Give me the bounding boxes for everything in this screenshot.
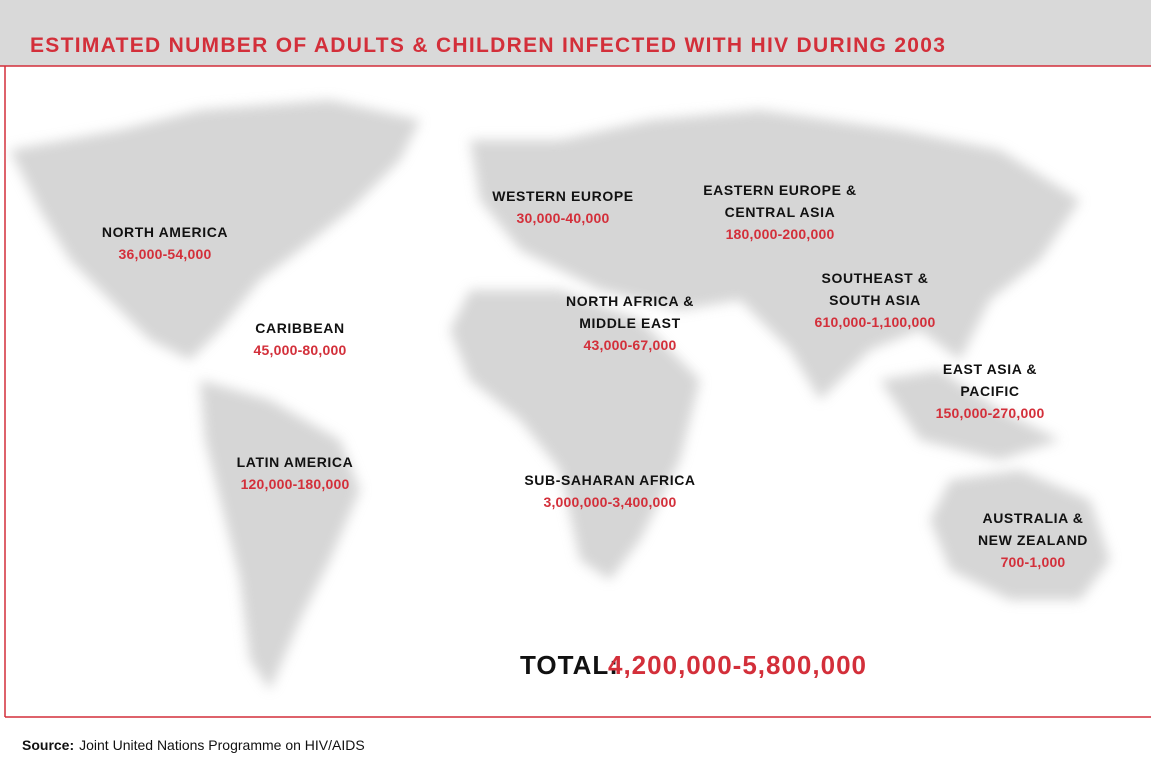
region-range: 150,000-270,000 [936,405,1045,421]
total-value: 4,200,000-5,800,000 [608,650,867,680]
region-range: 45,000-80,000 [254,342,347,358]
region-name: NEW ZEALAND [978,532,1088,548]
region-range: 36,000-54,000 [119,246,212,262]
region-range: 700-1,000 [1001,554,1066,570]
title: ESTIMATED NUMBER OF ADULTS & CHILDREN IN… [30,34,946,57]
region-name: SOUTHEAST & [822,270,929,286]
source-text: Joint United Nations Programme on HIV/AI… [79,737,365,753]
region-name: EASTERN EUROPE & [703,182,857,198]
region-name: EAST ASIA & [943,361,1037,377]
region-range: 180,000-200,000 [726,226,835,242]
region-range: 43,000-67,000 [584,337,677,353]
region-name: MIDDLE EAST [579,315,681,331]
region-range: 30,000-40,000 [517,210,610,226]
region-range: 120,000-180,000 [241,476,350,492]
region-name: PACIFIC [960,383,1019,399]
region-name: LATIN AMERICA [237,454,354,470]
source-label: Source: [22,737,74,753]
region-name: SOUTH ASIA [829,292,921,308]
region-name: NORTH AMERICA [102,224,228,240]
region-name: SUB-SAHARAN AFRICA [524,472,695,488]
region-name: CARIBBEAN [255,320,344,336]
region-name: WESTERN EUROPE [492,188,633,204]
total-label: TOTAL: [520,650,619,680]
region-range: 3,000,000-3,400,000 [543,494,676,510]
source: Source: Joint United Nations Programme on… [22,737,365,753]
world-map [10,100,1110,690]
header-bar [0,0,1151,66]
region-name: AUSTRALIA & [983,510,1084,526]
region-range: 610,000-1,100,000 [815,314,936,330]
region-name: CENTRAL ASIA [725,204,836,220]
region-name: NORTH AFRICA & [566,293,694,309]
